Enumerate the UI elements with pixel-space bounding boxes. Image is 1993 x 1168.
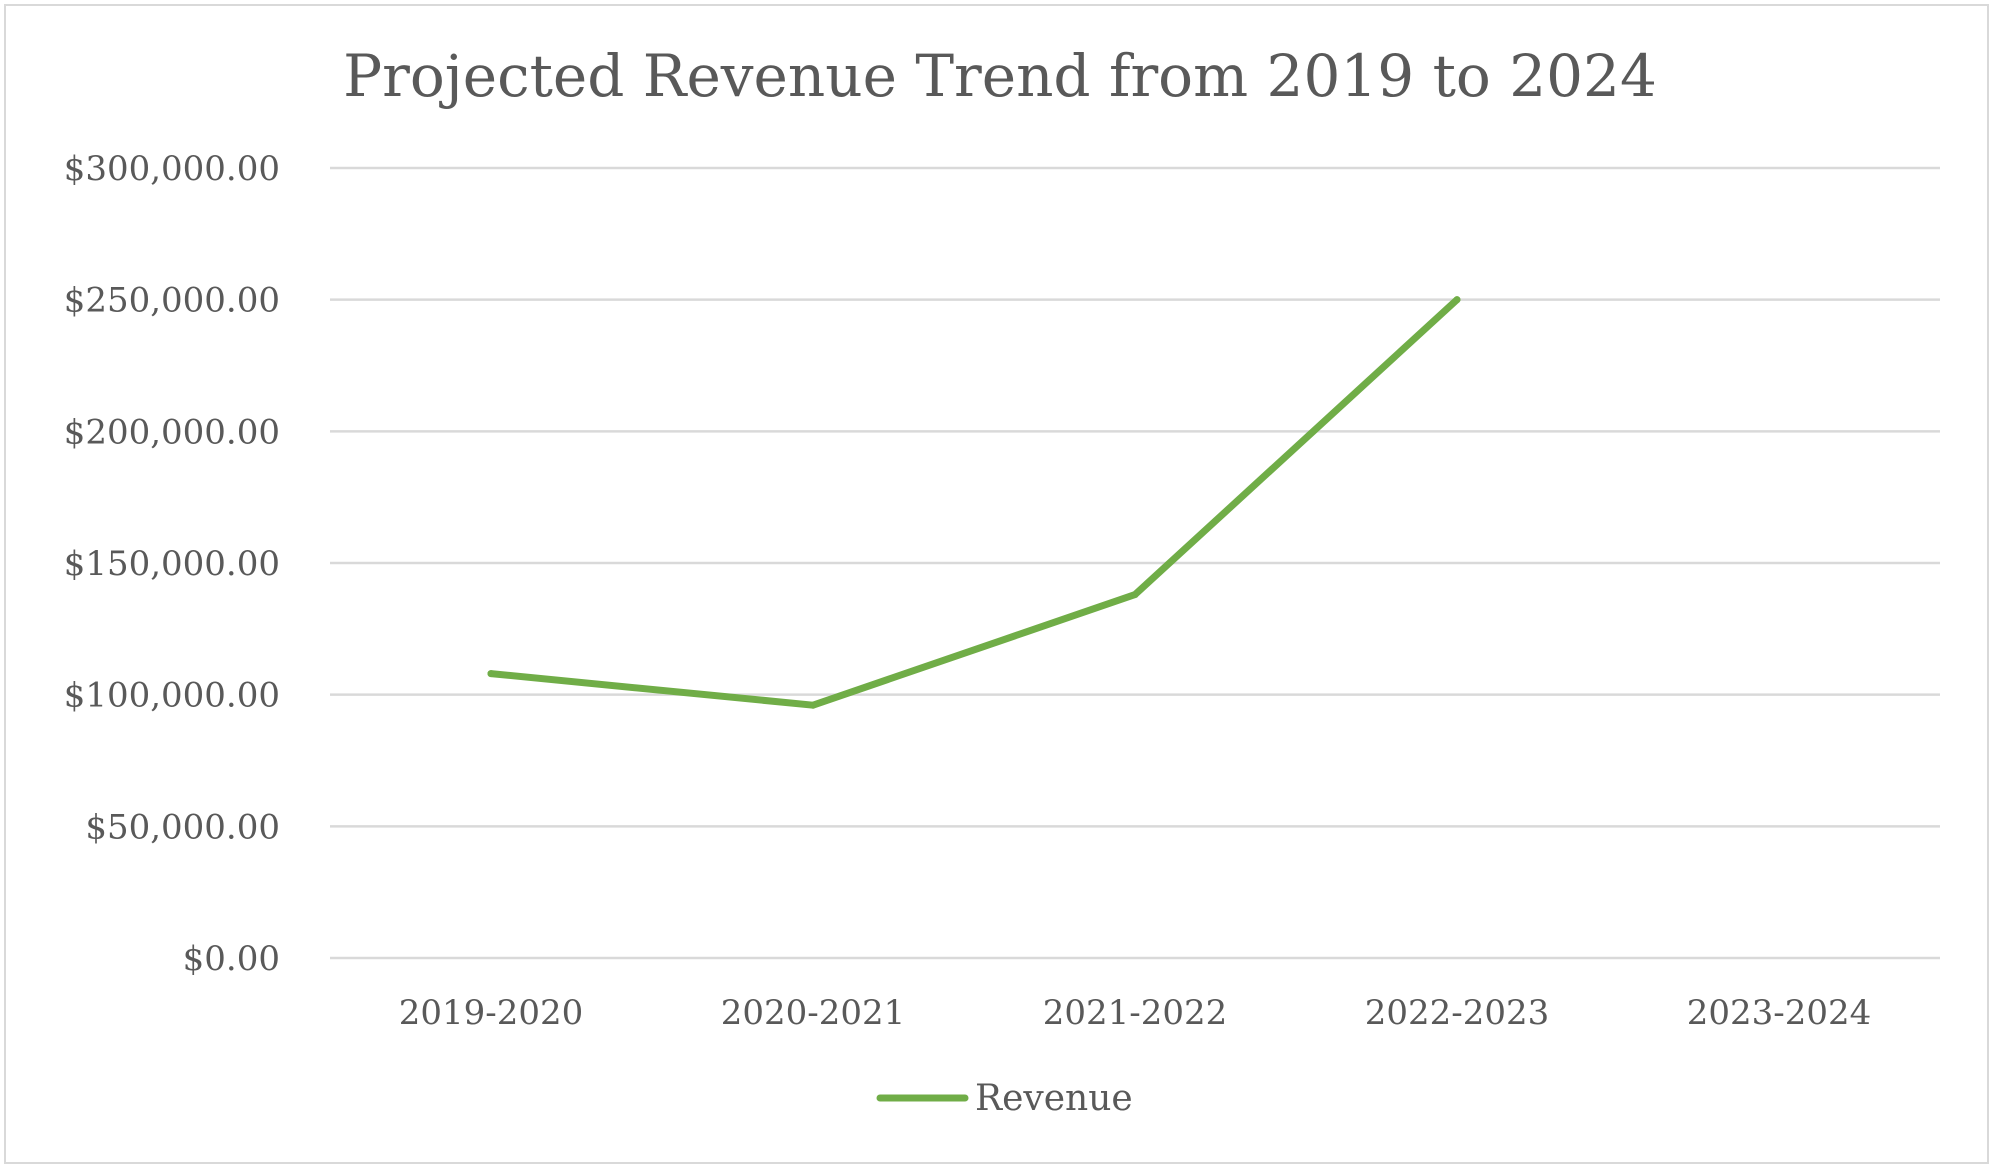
series-lines [487, 296, 1461, 709]
x-tick-label: 2020-2021 [721, 993, 906, 1033]
data-point [487, 670, 495, 678]
data-point [809, 701, 817, 709]
y-tick-label: $50,000.00 [85, 807, 280, 847]
y-tick-label: $200,000.00 [64, 412, 280, 452]
x-tick-label: 2019-2020 [399, 993, 584, 1033]
y-tick-label: $250,000.00 [64, 281, 280, 321]
legend-label: Revenue [975, 1078, 1133, 1119]
series-line-revenue [487, 296, 1461, 709]
y-tick-label: $300,000.00 [64, 149, 280, 189]
chart-frame [4, 4, 1989, 1164]
x-tick-label: 2022-2023 [1365, 993, 1550, 1033]
y-tick-label: $0.00 [183, 939, 280, 979]
y-tick-label: $150,000.00 [64, 544, 280, 584]
x-axis-tick-labels: 2019-2020 2020-2021 2021-2022 2022-2023 2023… [399, 993, 1872, 1033]
y-axis-tick-labels: $0.00 $50,000.00 $100,000.00 $150,000.00 $20… [64, 149, 280, 979]
x-tick-label: 2023-2024 [1687, 993, 1872, 1033]
data-point [1453, 296, 1461, 304]
legend: Revenue [876, 1078, 1133, 1119]
gridlines [330, 166, 1940, 960]
chart-title: Projected Revenue Trend from 2019 to 202… [343, 42, 1657, 110]
data-point [1131, 591, 1139, 599]
x-tick-label: 2021-2022 [1043, 993, 1228, 1033]
y-tick-label: $100,000.00 [64, 676, 280, 716]
